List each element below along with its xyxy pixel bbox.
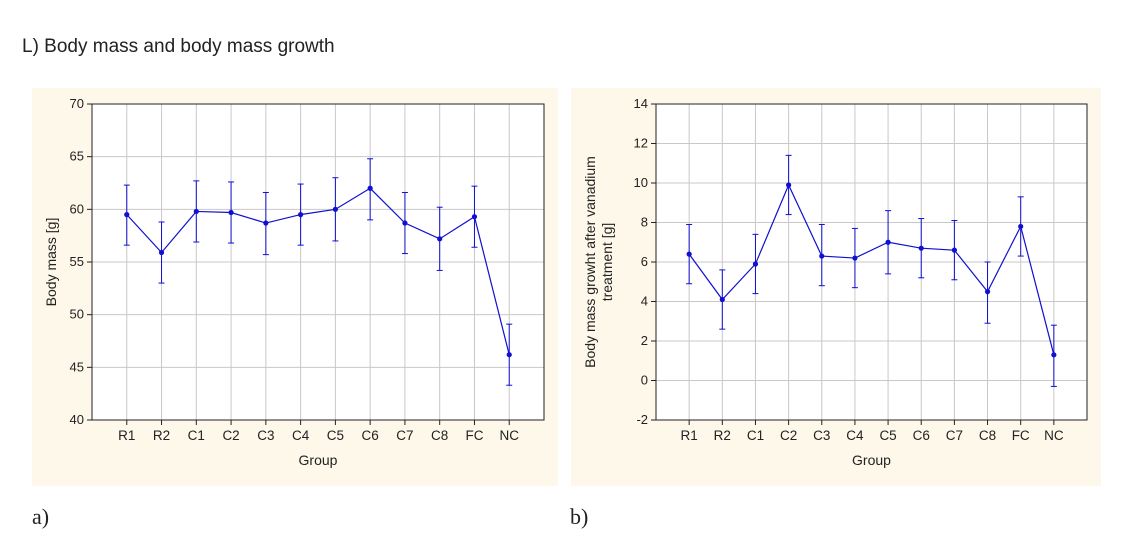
data-point <box>228 209 234 216</box>
x-tick-label: C4 <box>292 428 310 443</box>
y-tick-label: 45 <box>70 359 84 374</box>
x-tick-label: C4 <box>846 428 864 443</box>
x-tick-label: R1 <box>118 428 135 443</box>
x-tick-label: C1 <box>747 428 764 443</box>
x-axis-label: Group <box>299 452 338 468</box>
page-title: L) Body mass and body mass growth <box>22 36 335 57</box>
y-tick-label: 60 <box>70 201 84 216</box>
plot-frame <box>91 103 545 421</box>
data-point <box>951 247 957 253</box>
body-mass-chart: 40 45 50 55 60 65 70 R1 R2 C1 C2 C3 C4 C5 C6 C7 C8 FC NC Gr… <box>43 96 545 468</box>
data-point <box>1018 223 1024 230</box>
data-point <box>298 212 304 218</box>
data-point <box>719 296 725 303</box>
y-tick-label: -2 <box>636 412 648 427</box>
chart-panel-b: -2 0 2 4 6 8 10 12 14 R1 R2 C1 C2 C3 C4 C5 C6 C7 C8 FC NC Gro… <box>571 88 1101 486</box>
data-point <box>852 255 858 261</box>
x-tick-label: C7 <box>946 428 963 443</box>
x-tick-label: C5 <box>879 428 896 443</box>
data-point <box>686 251 692 257</box>
body-mass-growth-chart: -2 0 2 4 6 8 10 12 14 R1 R2 C1 C2 C3 C4 C5 C6 C7 C8 FC NC Gro… <box>582 96 1088 468</box>
x-tick-label: C6 <box>362 428 379 443</box>
y-tick-label: 8 <box>641 215 648 230</box>
x-tick-label: NC <box>499 428 519 443</box>
data-point <box>437 236 443 242</box>
data-point <box>471 214 478 220</box>
panel-label-a: a) <box>32 504 50 529</box>
data-point <box>918 245 924 251</box>
x-tick-label: C3 <box>257 428 274 443</box>
y-tick-label: 6 <box>641 254 648 269</box>
series-line <box>126 187 510 355</box>
y-tick-label: 70 <box>70 96 84 111</box>
data-point <box>752 261 759 267</box>
y-tick-label: 10 <box>634 175 648 190</box>
data-point <box>124 212 130 218</box>
y-axis-label: Body mass [g] <box>43 218 59 307</box>
y-tick-label: 0 <box>641 373 648 388</box>
x-tick-label: C6 <box>913 428 930 443</box>
chart-panel-a: 40 45 50 55 60 65 70 R1 R2 C1 C2 C3 C4 C5 C6 C7 C8 FC NC Gr… <box>32 88 558 486</box>
y-tick-label: 4 <box>641 294 648 309</box>
data-point <box>332 206 338 212</box>
x-tick-label: R2 <box>153 428 170 443</box>
data-point <box>367 185 373 191</box>
x-axis-label: Group <box>852 452 891 468</box>
x-tick-label: FC <box>465 428 483 443</box>
x-tick-label: R1 <box>681 428 698 443</box>
x-tick-label: C2 <box>222 428 239 443</box>
data-point <box>158 249 165 256</box>
x-tick-label: C3 <box>813 428 830 443</box>
x-tick-label: NC <box>1044 428 1064 443</box>
y-tick-label: 2 <box>641 333 648 348</box>
x-tick-label: C2 <box>780 428 797 443</box>
panel-label-b: b) <box>570 504 589 529</box>
data-point <box>885 239 891 245</box>
data-point <box>263 220 269 226</box>
x-tick-label: C5 <box>327 428 344 443</box>
data-point <box>402 220 408 226</box>
data-point <box>819 253 825 259</box>
series-line <box>688 183 1055 355</box>
data-point <box>984 289 991 295</box>
data-point <box>1051 352 1057 358</box>
data-point <box>506 352 512 358</box>
x-tick-label: C7 <box>396 428 413 443</box>
y-axis-label-line: treatment [g] <box>599 223 615 302</box>
y-axis-label-line: Body mass growht after vanadium <box>582 156 598 368</box>
x-tick-label: FC <box>1012 428 1030 443</box>
y-tick-label: 14 <box>634 96 648 111</box>
plot-frame <box>655 103 1088 421</box>
data-point <box>786 182 792 188</box>
y-tick-label: 40 <box>70 412 84 427</box>
x-tick-label: C1 <box>188 428 205 443</box>
x-tick-label: C8 <box>979 428 996 443</box>
y-tick-label: 65 <box>70 149 84 164</box>
x-tick-label: R2 <box>714 428 731 443</box>
data-point <box>193 208 199 215</box>
y-tick-label: 55 <box>70 254 84 269</box>
y-tick-label: 50 <box>70 307 84 322</box>
x-tick-label: C8 <box>431 428 448 443</box>
y-tick-label: 12 <box>634 136 648 151</box>
